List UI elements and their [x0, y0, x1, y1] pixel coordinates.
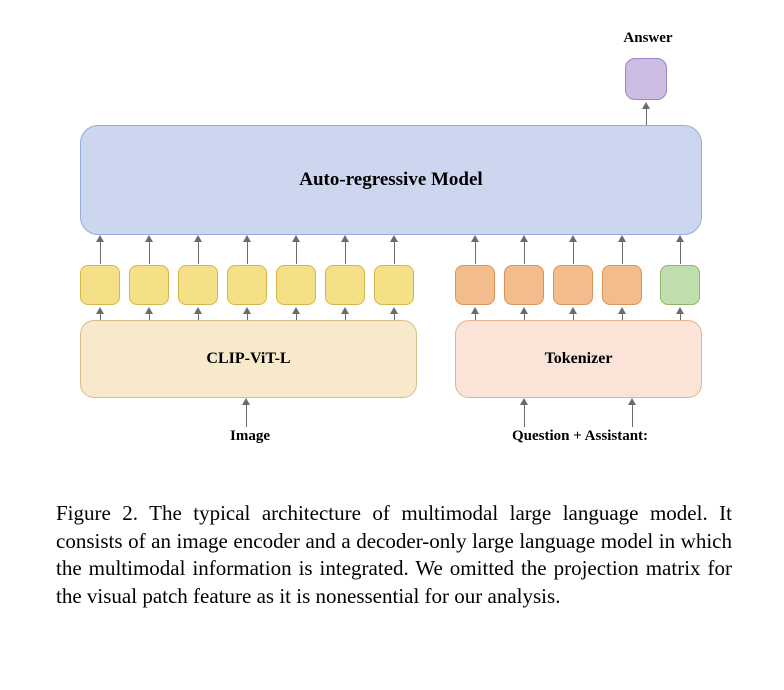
answer-label: Answer — [618, 30, 678, 47]
autoregressive-model-block: Auto-regressive Model — [80, 125, 702, 235]
token-box — [276, 265, 316, 305]
token-box — [504, 265, 544, 305]
architecture-diagram: Answer Auto-regressive Model CLIP-ViT-L Tok… — [60, 10, 720, 470]
clip-encoder-block: CLIP-ViT-L — [80, 320, 417, 398]
image-input-label: Image — [210, 428, 290, 445]
token-box — [660, 265, 700, 305]
page: Answer Auto-regressive Model CLIP-ViT-L Tok… — [0, 0, 784, 690]
answer-output-box — [625, 58, 667, 100]
token-box — [80, 265, 120, 305]
token-box — [374, 265, 414, 305]
token-box — [178, 265, 218, 305]
figure-caption: Figure 2. The typical architecture of mu… — [56, 500, 732, 611]
token-box — [602, 265, 642, 305]
token-box — [553, 265, 593, 305]
question-input-label: Question + Assistant: — [470, 428, 690, 445]
token-box — [129, 265, 169, 305]
tokenizer-block: Tokenizer — [455, 320, 702, 398]
token-box — [455, 265, 495, 305]
token-box — [227, 265, 267, 305]
token-box — [325, 265, 365, 305]
